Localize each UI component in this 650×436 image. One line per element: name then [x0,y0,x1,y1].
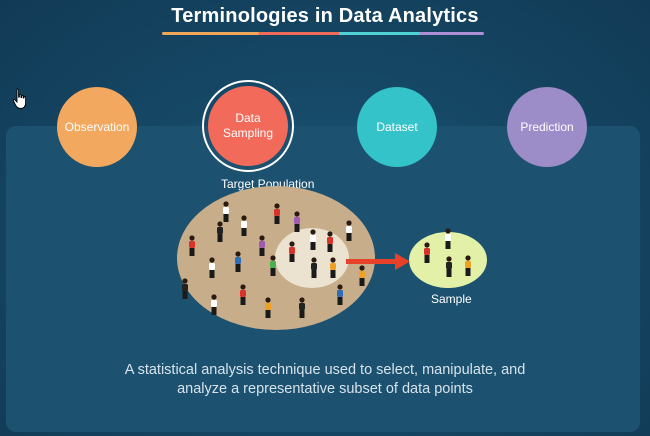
observation-circle[interactable]: Observation [57,87,137,167]
person-figure [270,255,276,276]
dataset-circle[interactable]: Dataset [357,87,437,167]
person-figure [337,284,343,305]
hand-cursor-icon [12,88,28,115]
person-figure [265,297,271,318]
person-figure [310,229,316,250]
description: A statistical analysis technique used to… [0,361,650,399]
description-line-1: A statistical analysis technique used to… [124,362,526,378]
person-figure [330,257,336,278]
person-figure [235,251,241,272]
person-figure [274,203,280,224]
sample-label: Sample [431,292,472,306]
person-figure [465,255,471,276]
data-sampling-circle[interactable]: Data Sampling [208,86,288,166]
person-figure [240,284,246,305]
people-group [182,201,471,318]
person-figure [182,278,188,299]
data-sampling-label: Data Sampling [222,111,274,140]
person-figure [241,215,247,236]
person-figure [446,256,452,277]
selection-ring [202,80,294,172]
person-figure [211,294,217,315]
person-figure [424,242,430,263]
person-figure [294,211,300,232]
person-figure [359,265,365,286]
person-figure [346,220,352,241]
person-figure [445,228,451,249]
person-figure [327,231,333,252]
person-figure [299,297,305,318]
prediction-circle[interactable]: Prediction [507,87,587,167]
description-line-2: analyze a representative subset of data … [177,381,473,397]
person-figure [289,241,295,262]
person-figure [217,221,223,242]
sampling-arrow [346,253,410,270]
dataset-label: Dataset [376,119,418,134]
person-figure [311,257,317,278]
person-figure [223,201,229,222]
page-title: Terminologies in Data Analytics [171,5,479,27]
person-figure [189,235,195,256]
person-figure [209,257,215,278]
person-figure [259,235,265,256]
prediction-label: Prediction [520,119,574,134]
title-underline [162,32,484,35]
observation-label: Observation [64,119,130,134]
